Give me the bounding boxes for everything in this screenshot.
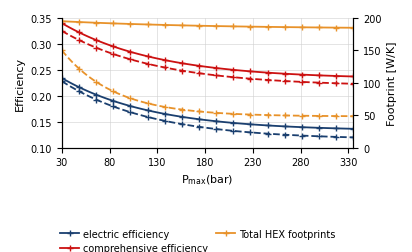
Y-axis label: Footprint [W/K]: Footprint [W/K] bbox=[387, 41, 397, 125]
X-axis label: P$_{\mathrm{max}}$(bar): P$_{\mathrm{max}}$(bar) bbox=[181, 173, 234, 187]
Legend: electric efficiency, comprehensive efficiency, Total HEX footprints, : electric efficiency, comprehensive effic… bbox=[56, 225, 339, 252]
Y-axis label: Efficiency: Efficiency bbox=[15, 56, 25, 110]
